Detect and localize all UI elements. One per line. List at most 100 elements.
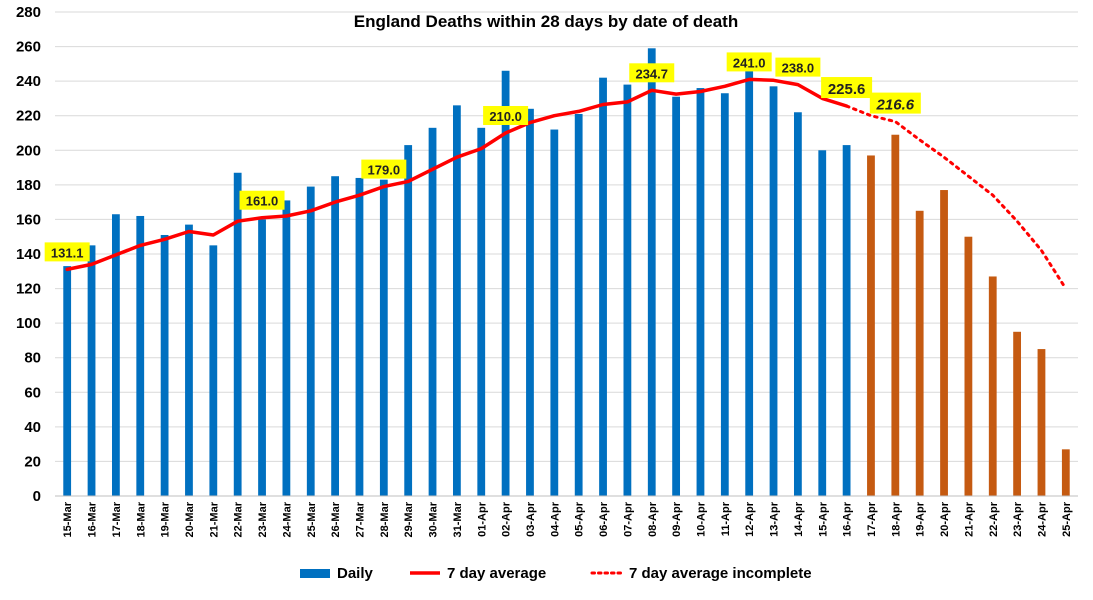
x-tick-label: 22-Mar bbox=[233, 501, 245, 537]
bars bbox=[63, 48, 1070, 497]
x-tick-label: 01-Apr bbox=[476, 501, 488, 537]
bar-31-Mar bbox=[452, 105, 461, 496]
data-label-bg bbox=[629, 63, 675, 83]
x-tick-label: 05-Apr bbox=[574, 501, 586, 537]
x-tick-label: 10-Apr bbox=[695, 501, 707, 537]
bar-20-Mar bbox=[185, 224, 193, 496]
x-tick-label: 31-Mar bbox=[452, 501, 464, 537]
lines bbox=[65, 77, 1068, 291]
x-tick-label: 29-Mar bbox=[403, 501, 415, 537]
x-tick-label: 27-Mar bbox=[354, 501, 366, 537]
data-label: 234.7 bbox=[635, 66, 668, 81]
bar-22-Apr bbox=[988, 276, 997, 496]
y-tick-label: 40 bbox=[24, 419, 41, 436]
bar-25-Mar bbox=[306, 186, 315, 497]
bar-23-Apr bbox=[1013, 331, 1022, 496]
y-axis: 0 20 40 60 80 100 120 140 160 180 200 220 240 260 280 bbox=[16, 4, 41, 505]
bar-16-Apr bbox=[842, 145, 851, 496]
data-label-bg bbox=[361, 159, 407, 179]
bar-21-Mar bbox=[209, 245, 218, 496]
y-tick-label: 240 bbox=[16, 73, 41, 90]
x-tick-label: 21-Mar bbox=[208, 501, 220, 537]
data-label-bg bbox=[726, 52, 772, 72]
y-tick-label: 160 bbox=[16, 211, 41, 228]
x-tick-label: 19-Apr bbox=[915, 501, 927, 537]
data-label-bg bbox=[239, 190, 285, 210]
x-tick-label: 16-Mar bbox=[87, 501, 99, 537]
data-label: 131.1 bbox=[51, 245, 84, 260]
bar-01-Apr bbox=[477, 127, 486, 497]
x-tick-label: 13-Apr bbox=[769, 501, 781, 537]
bar-17-Apr bbox=[867, 155, 875, 496]
bar-02-Apr bbox=[501, 70, 510, 497]
x-tick-label: 28-Mar bbox=[379, 501, 391, 537]
bar-30-Mar bbox=[428, 127, 437, 497]
x-tick-label: 11-Apr bbox=[720, 501, 732, 536]
x-tick-label: 03-Apr bbox=[525, 501, 537, 537]
data-label: 238.0 bbox=[782, 61, 815, 76]
bar-10-Apr bbox=[696, 88, 705, 497]
y-tick-label: 180 bbox=[16, 177, 41, 194]
bar-12-Apr bbox=[745, 70, 754, 497]
bar-23-Mar bbox=[258, 219, 266, 496]
data-label-bg bbox=[821, 77, 873, 99]
bar-15-Apr bbox=[818, 150, 827, 497]
data-label-bg bbox=[483, 106, 529, 125]
x-tick-label: 22-Apr bbox=[988, 501, 1000, 537]
legend-label: 7 day average bbox=[447, 565, 546, 582]
x-tick-label: 17-Apr bbox=[866, 501, 878, 537]
bar-18-Apr bbox=[891, 134, 900, 496]
bar-17-Mar bbox=[111, 214, 120, 496]
x-tick-label: 04-Apr bbox=[549, 501, 561, 537]
bar-28-Mar bbox=[379, 179, 388, 496]
x-tick-label: 07-Apr bbox=[622, 501, 634, 537]
x-tick-label: 23-Apr bbox=[1012, 501, 1024, 537]
bar-25-Apr bbox=[1061, 449, 1070, 496]
data-label: 179.0 bbox=[368, 163, 401, 178]
bar-14-Apr bbox=[793, 112, 802, 496]
bar-20-Apr bbox=[940, 190, 948, 497]
y-tick-label: 220 bbox=[16, 108, 41, 125]
data-label: 161.0 bbox=[246, 194, 279, 209]
x-tick-label: 20-Apr bbox=[939, 501, 951, 537]
y-tick-label: 260 bbox=[16, 39, 41, 56]
data-label: 241.0 bbox=[733, 55, 766, 70]
bar-06-Apr bbox=[599, 77, 607, 496]
data-label: 225.6 bbox=[828, 81, 866, 98]
y-tick-label: 0 bbox=[33, 488, 41, 505]
bar-13-Apr bbox=[769, 86, 778, 496]
x-tick-label: 20-Mar bbox=[184, 501, 196, 537]
x-axis: 15-Mar 16-Mar 17-Mar 18-Mar 19-Mar 20-Mar 21-M… bbox=[55, 495, 1078, 537]
x-tick-label: 19-Mar bbox=[160, 501, 172, 537]
x-tick-label: 15-Mar bbox=[62, 501, 74, 537]
x-tick-label: 18-Apr bbox=[890, 501, 902, 537]
bar-11-Apr bbox=[720, 93, 729, 496]
x-tick-label: 26-Mar bbox=[330, 501, 342, 537]
bar-19-Apr bbox=[915, 210, 924, 497]
x-tick-label: 25-Apr bbox=[1061, 501, 1073, 537]
bar-15-Mar bbox=[63, 266, 72, 496]
bar-05-Apr bbox=[574, 113, 583, 496]
bar-07-Apr bbox=[623, 84, 632, 496]
x-tick-label: 02-Apr bbox=[501, 501, 513, 537]
x-tick-label: 17-Mar bbox=[111, 501, 123, 537]
x-tick-label: 24-Apr bbox=[1036, 501, 1048, 537]
x-tick-label: 06-Apr bbox=[598, 501, 610, 537]
y-tick-label: 120 bbox=[16, 281, 41, 298]
bar-22-Mar bbox=[233, 172, 242, 496]
bar-04-Apr bbox=[550, 129, 559, 497]
bar-18-Mar bbox=[136, 215, 145, 496]
legend-swatch-daily bbox=[300, 569, 330, 578]
x-tick-label: 24-Mar bbox=[281, 501, 293, 537]
data-label-bg bbox=[775, 57, 821, 77]
bar-09-Apr bbox=[672, 96, 681, 496]
x-tick-label: 18-Mar bbox=[135, 501, 147, 537]
bar-16-Mar bbox=[87, 245, 96, 496]
y-tick-label: 140 bbox=[16, 246, 41, 263]
data-labels: 131.1 161.0 179.0 210.0 234.7 241.0 238.0 225.6… bbox=[44, 52, 921, 262]
y-tick-label: 100 bbox=[16, 315, 41, 332]
bar-24-Mar bbox=[282, 200, 291, 496]
bar-03-Apr bbox=[526, 108, 534, 497]
